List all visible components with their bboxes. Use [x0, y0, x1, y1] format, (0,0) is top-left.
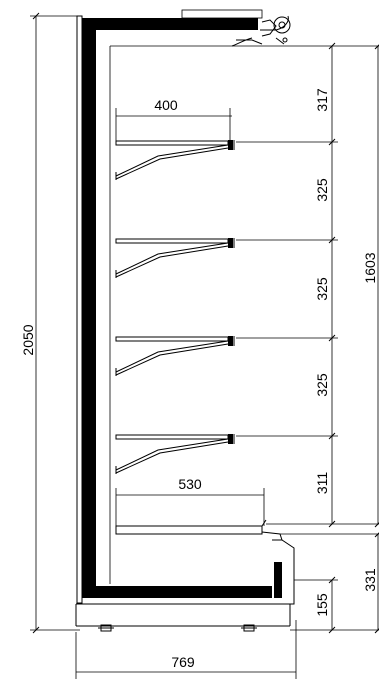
dim-total-depth: 769 [171, 654, 195, 670]
dimension-lines [30, 12, 379, 679]
shelves [115, 140, 235, 474]
foot-front [241, 624, 257, 632]
dim-top-gap: 317 [314, 88, 330, 112]
outer-wall [76, 15, 83, 604]
shelf-1 [115, 140, 235, 180]
dim-shelf-spacing-1: 325 [314, 178, 330, 202]
dim-foot-height: 155 [314, 593, 330, 617]
dim-bottom-shelf-depth: 530 [178, 476, 202, 492]
foot-rear [98, 624, 114, 632]
dim-shelf-spacing-2: 325 [314, 277, 330, 301]
dim-bottom-gap: 311 [314, 472, 330, 495]
bottom-deck [115, 519, 267, 535]
cabinet-body [75, 9, 295, 632]
dim-shelf-spacing-3: 325 [314, 373, 330, 397]
shelf-2 [115, 238, 235, 278]
base-section [75, 531, 295, 632]
dim-total-height: 2050 [20, 324, 36, 355]
canopy-light [181, 9, 291, 47]
dim-base-height: 331 [362, 568, 378, 592]
shelf-4 [115, 434, 235, 474]
dim-shelf-depth: 400 [154, 97, 178, 113]
dim-display-height: 1603 [362, 252, 378, 283]
dimension-labels: 2050 1603 317 325 325 325 311 331 155 40… [20, 88, 378, 670]
shelf-3 [115, 336, 235, 376]
